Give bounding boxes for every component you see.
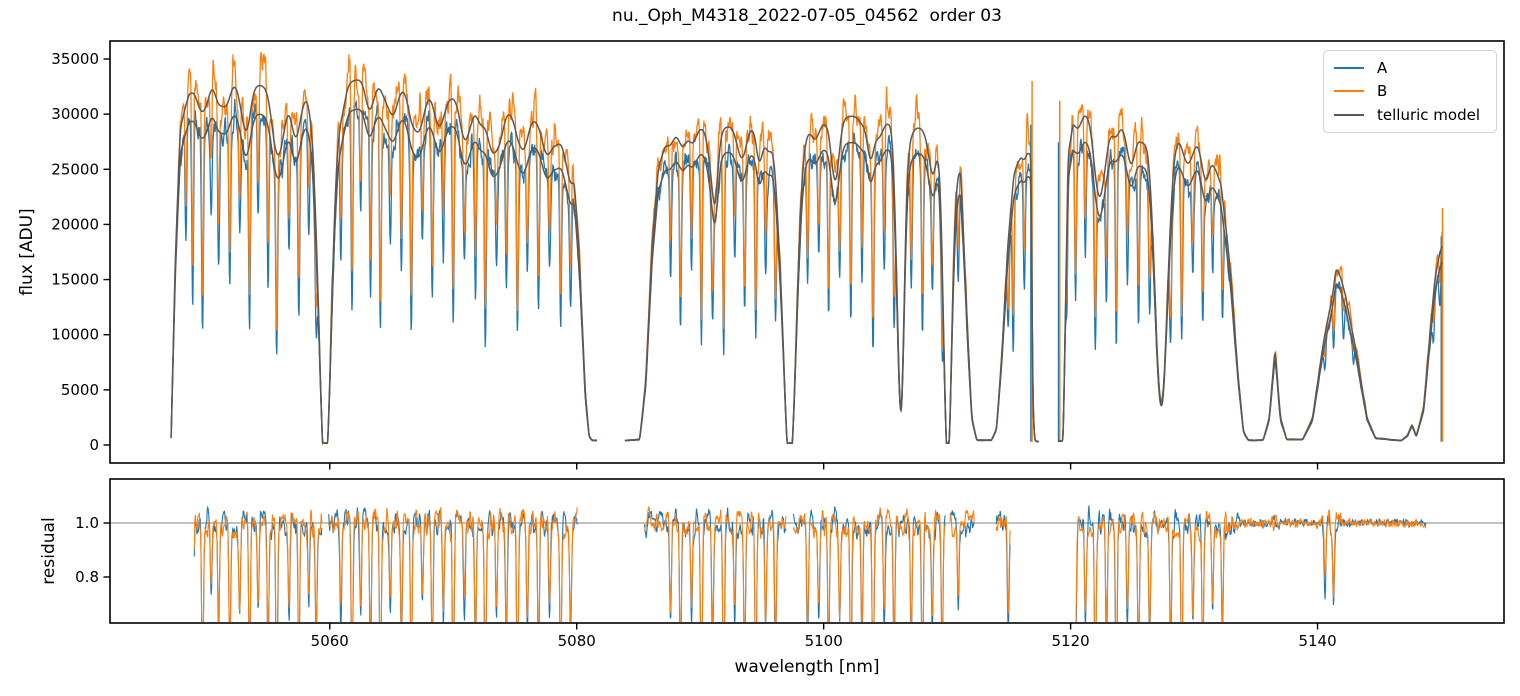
residual-y-tick-label: 1.0 bbox=[75, 514, 99, 532]
legend-label-a: A bbox=[1377, 58, 1388, 77]
telluric-model-lower bbox=[170, 108, 1444, 444]
legend-label-b: B bbox=[1377, 82, 1388, 101]
residual-y-axis-label: residual bbox=[39, 517, 59, 585]
legend-item-a: A bbox=[1334, 59, 1486, 77]
flux-y-tick-label: 25000 bbox=[51, 160, 99, 178]
flux-y-tick-label: 10000 bbox=[51, 326, 99, 344]
flux-y-tick-label: 30000 bbox=[51, 105, 99, 123]
x-tick-label: 5120 bbox=[1052, 632, 1090, 650]
x-axis-label: wavelength [nm] bbox=[734, 657, 880, 677]
legend-line-b-icon bbox=[1334, 90, 1364, 93]
x-tick-label: 5060 bbox=[311, 632, 349, 650]
series-b-flux bbox=[170, 52, 1443, 446]
legend: A B telluric model bbox=[1323, 50, 1497, 133]
flux-panel bbox=[109, 40, 1505, 464]
x-tick-label: 5080 bbox=[558, 632, 596, 650]
series-b-residual bbox=[193, 506, 1427, 622]
flux-y-tick-label: 0 bbox=[89, 436, 99, 454]
plot-title: nu._Oph_M4318_2022-07-05_04562 order 03 bbox=[612, 6, 1002, 26]
flux-y-tick-label: 35000 bbox=[51, 50, 99, 68]
flux-y-tick-label: 15000 bbox=[51, 271, 99, 289]
legend-item-b: B bbox=[1334, 82, 1486, 100]
flux-y-axis-label: flux [ADU] bbox=[17, 208, 37, 296]
flux-y-tick-label: 20000 bbox=[51, 215, 99, 233]
residual-y-tick-label: 0.8 bbox=[75, 568, 99, 586]
legend-line-a-icon bbox=[1334, 66, 1364, 69]
x-tick-label: 5100 bbox=[805, 632, 843, 650]
legend-label-telluric: telluric model bbox=[1377, 106, 1481, 125]
x-tick-label: 5140 bbox=[1298, 632, 1336, 650]
residual-panel bbox=[109, 478, 1505, 624]
legend-item-telluric: telluric model bbox=[1334, 106, 1486, 124]
flux-y-tick-label: 5000 bbox=[61, 381, 99, 399]
legend-line-telluric-icon bbox=[1334, 114, 1364, 117]
